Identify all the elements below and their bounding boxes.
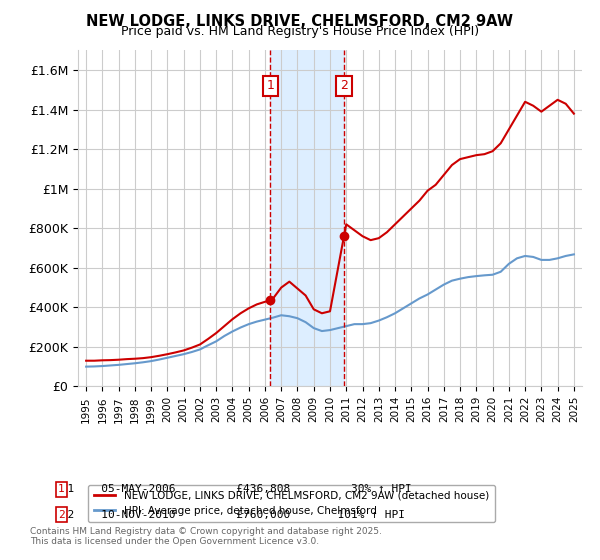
Text: 1    05-MAY-2006         £436,808         30% ↑ HPI: 1 05-MAY-2006 £436,808 30% ↑ HPI <box>54 484 412 494</box>
Text: 1: 1 <box>58 484 65 494</box>
Text: 2    10-NOV-2010         £760,000       101% ↑ HPI: 2 10-NOV-2010 £760,000 101% ↑ HPI <box>54 510 405 520</box>
Text: 1: 1 <box>266 80 274 92</box>
Text: Price paid vs. HM Land Registry's House Price Index (HPI): Price paid vs. HM Land Registry's House … <box>121 25 479 38</box>
Text: 2: 2 <box>58 510 65 520</box>
Text: NEW LODGE, LINKS DRIVE, CHELMSFORD, CM2 9AW: NEW LODGE, LINKS DRIVE, CHELMSFORD, CM2 … <box>86 14 514 29</box>
Legend: NEW LODGE, LINKS DRIVE, CHELMSFORD, CM2 9AW (detached house), HPI: Average price: NEW LODGE, LINKS DRIVE, CHELMSFORD, CM2 … <box>88 484 495 522</box>
Text: Contains HM Land Registry data © Crown copyright and database right 2025.
This d: Contains HM Land Registry data © Crown c… <box>30 526 382 546</box>
Text: 2: 2 <box>340 80 348 92</box>
Bar <box>271 50 344 386</box>
